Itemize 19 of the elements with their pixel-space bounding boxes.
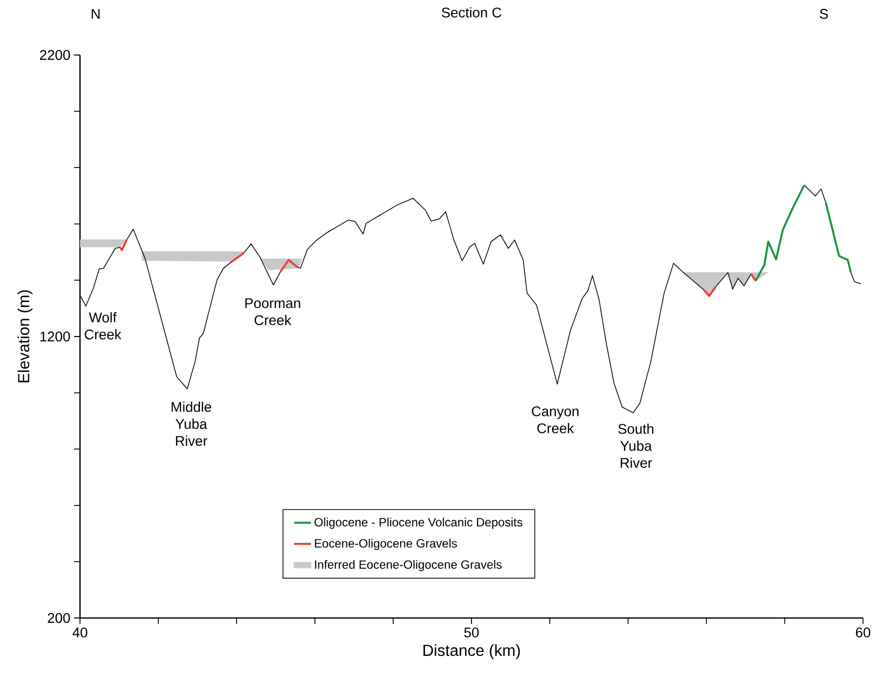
text: S [820,8,828,19]
x-tick-label: 50 [464,628,479,638]
legend-label: Eocene-Oligocene Gravels [314,538,457,550]
annotation: Poorman Creek [245,298,300,326]
x-axis-title: Distance (km) [423,644,520,660]
text: N [92,9,100,19]
annotation: Wolf Creek [84,312,122,340]
annotation: South Yuba River [618,424,654,468]
annotation: Canyon Creek [532,406,578,434]
x-tick-label: 40 [72,628,88,638]
x-tick-label: 60 [856,628,870,638]
y-tick-label: 2200 [40,50,70,60]
annotation: Middle Yuba River [172,402,212,446]
y-tick-label: 1200 [40,332,70,342]
legend-label: Inferred Eocene-Oligocene Gravels [315,560,502,572]
y-tick-label: 200 [48,613,70,623]
y-axis-title: Elevation (m) [18,290,32,382]
legend-label: Oligocene - Pliocene Volcanic Deposits [314,518,522,529]
chart-title: Section C [442,7,502,18]
